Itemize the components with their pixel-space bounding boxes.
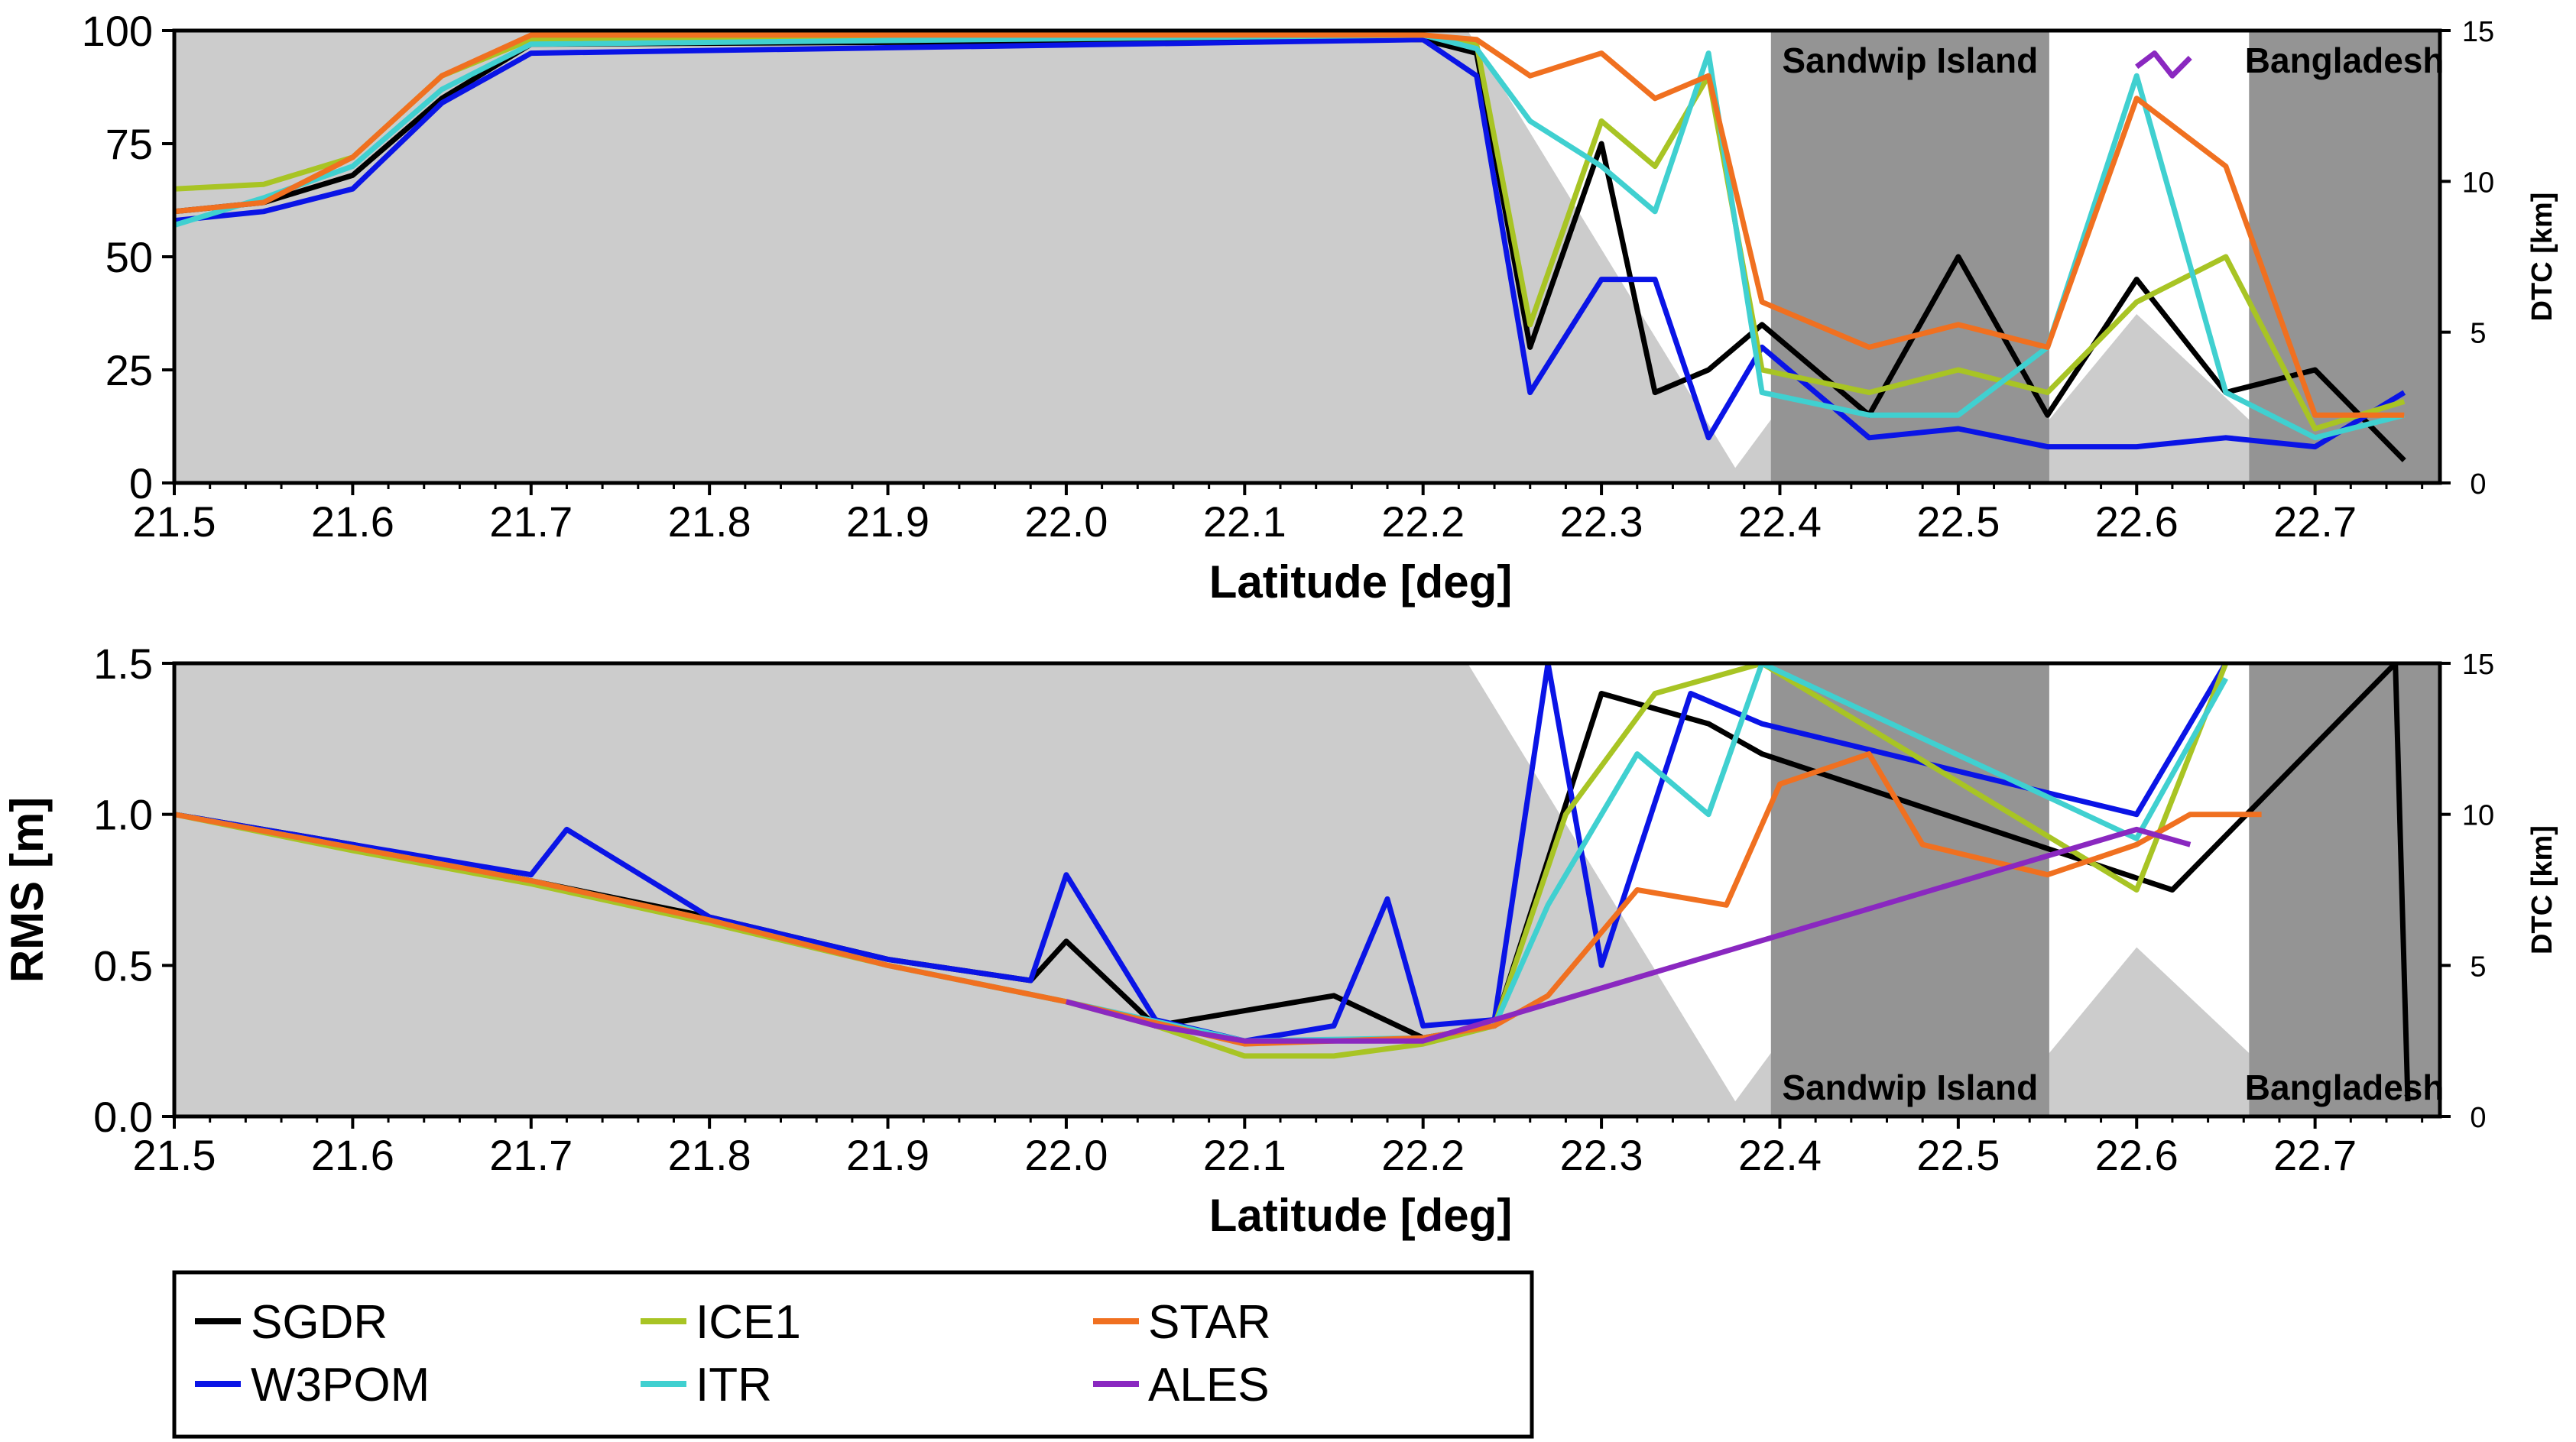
bottom-xtick-label-21-6: 21.6 xyxy=(311,1131,394,1179)
top-ytick-label-50: 50 xyxy=(105,233,153,281)
bottom-plot-content xyxy=(174,663,2440,1116)
bottom-series-w3pom xyxy=(174,663,2228,1044)
bottom-xtick-label-21-7: 21.7 xyxy=(489,1131,573,1179)
legend-label-sgdr: SGDR xyxy=(251,1296,388,1349)
legend-label-itr: ITR xyxy=(696,1359,772,1411)
top-xtick-label-22-0: 22.0 xyxy=(1024,497,1108,546)
top-ytick-label-25: 25 xyxy=(105,346,153,394)
legend-item-w3pom: W3POM xyxy=(195,1359,430,1411)
top-series-w3pom xyxy=(174,37,2406,450)
bottom-xtick-label-22-6: 22.6 xyxy=(2095,1131,2179,1179)
top-xtick-label-22-2: 22.2 xyxy=(1381,497,1465,546)
bottom-y2tick-label-10: 10 xyxy=(2462,800,2494,832)
bottom-region-label-bangladesh: Bangladesh xyxy=(2245,1068,2445,1107)
bottom-ytick-label-1-5: 1.5 xyxy=(93,640,153,688)
bottom-series-ice1 xyxy=(174,663,2229,1059)
top-region-bangladesh xyxy=(2249,31,2440,483)
legend-box xyxy=(172,1270,1534,1439)
top-xtick-label-22-3: 22.3 xyxy=(1560,497,1643,546)
bottom-xtick-label-22-0: 22.0 xyxy=(1024,1131,1108,1179)
top-dtc-area xyxy=(174,31,2250,483)
top-y2-axis-title: DTC [km] xyxy=(2526,193,2558,322)
top-series-ales xyxy=(2135,50,2192,79)
bottom-xtick-label-22-4: 22.4 xyxy=(1738,1131,1822,1179)
top-xtick-label-21-6: 21.6 xyxy=(311,497,394,546)
top-xtick-label-22-7: 22.7 xyxy=(2273,497,2357,546)
top-xtick-label-22-6: 22.6 xyxy=(2095,497,2179,546)
top-ytick-label-0: 0 xyxy=(129,459,153,507)
top-xtick-label-21-9: 21.9 xyxy=(846,497,930,546)
bottom-xtick-label-22-2: 22.2 xyxy=(1381,1131,1465,1179)
top-series-itr xyxy=(174,32,2406,441)
bottom-x-axis-title: Latitude [deg] xyxy=(1209,1190,1513,1241)
top-xtick-label-22-5: 22.5 xyxy=(1916,497,2000,546)
top-y2tick-label-10: 10 xyxy=(2462,167,2494,199)
bottom-xtick-label-21-5: 21.5 xyxy=(133,1131,216,1179)
top-region-label-sandwip-island: Sandwip Island xyxy=(1782,41,2038,80)
top-region-label-bangladesh: Bangladesh xyxy=(2245,41,2445,80)
bottom-xtick-label-22-5: 22.5 xyxy=(1916,1131,2000,1179)
legend-label-w3pom: W3POM xyxy=(251,1359,430,1411)
top-region-sandwip-island xyxy=(1770,31,2049,483)
bottom-y2tick-label-5: 5 xyxy=(2470,951,2486,983)
top-xtick-label-21-5: 21.5 xyxy=(133,497,216,546)
top-series-sgdr xyxy=(174,37,2406,462)
bottom-frame xyxy=(172,661,2442,1119)
bottom-series-ales xyxy=(1065,826,2192,1044)
legend-label-ales: ALES xyxy=(1148,1359,1270,1411)
bottom-dtc-area xyxy=(174,663,2250,1116)
top-xtick-label-21-7: 21.7 xyxy=(489,497,573,546)
top-ytick-label-75: 75 xyxy=(105,120,153,168)
top-xtick-label-21-8: 21.8 xyxy=(668,497,751,546)
bottom-region-label-sandwip-island: Sandwip Island xyxy=(1782,1068,2038,1107)
top-y2tick-label-0: 0 xyxy=(2470,468,2486,501)
bottom-y2tick-label-15: 15 xyxy=(2462,649,2494,681)
top-y2tick-label-5: 5 xyxy=(2470,318,2486,350)
bottom-ytick-label-0-5: 0.5 xyxy=(93,941,153,990)
bottom-ytick-label-1-0: 1.0 xyxy=(93,791,153,839)
top-xtick-label-22-4: 22.4 xyxy=(1738,497,1822,546)
top-panel: 21.5 21.6 21.7 21.8 21.9 22.0 22.1 22.2 22.3 22.4… xyxy=(82,7,2558,608)
legend-item-star: STAR xyxy=(1093,1296,1271,1349)
bottom-xtick-label-22-3: 22.3 xyxy=(1560,1131,1643,1179)
bottom-y2tick-label-0: 0 xyxy=(2470,1102,2486,1134)
bottom-region-bangladesh xyxy=(2249,663,2440,1116)
bottom-series-star xyxy=(174,751,2262,1047)
top-plot-content xyxy=(174,31,2440,483)
legend-item-ales: ALES xyxy=(1093,1359,1270,1411)
bottom-y-axis-title: RMS [m] xyxy=(2,797,53,983)
legend-item-ice1: ICE1 xyxy=(641,1296,801,1349)
top-ytick-label-100: 100 xyxy=(82,7,153,55)
top-xtick-label-22-1: 22.1 xyxy=(1203,497,1286,546)
bottom-y2-axis-title: DTC [km] xyxy=(2526,825,2558,954)
bottom-xtick-label-21-8: 21.8 xyxy=(668,1131,751,1179)
top-series-star xyxy=(174,32,2405,418)
bottom-ytick-label-0-0: 0.0 xyxy=(93,1093,153,1141)
bottom-xtick-label-22-1: 22.1 xyxy=(1203,1131,1286,1179)
legend-item-sgdr: SGDR xyxy=(195,1296,388,1349)
legend-label-star: STAR xyxy=(1148,1296,1271,1349)
top-x-axis-title: Latitude [deg] xyxy=(1209,556,1513,608)
legend-label-ice1: ICE1 xyxy=(696,1296,801,1349)
legend-item-itr: ITR xyxy=(641,1359,772,1411)
bottom-xtick-label-21-9: 21.9 xyxy=(846,1131,930,1179)
legend: SGDR ICE1 STAR W3POM ITR ALES xyxy=(172,1270,1534,1439)
top-y2tick-label-15: 15 xyxy=(2462,16,2494,48)
bottom-panel: 21.5 21.6 21.7 21.8 21.9 22.0 22.1 22.2 22.3 22.4… xyxy=(2,640,2558,1241)
bottom-xtick-label-22-7: 22.7 xyxy=(2273,1131,2357,1179)
